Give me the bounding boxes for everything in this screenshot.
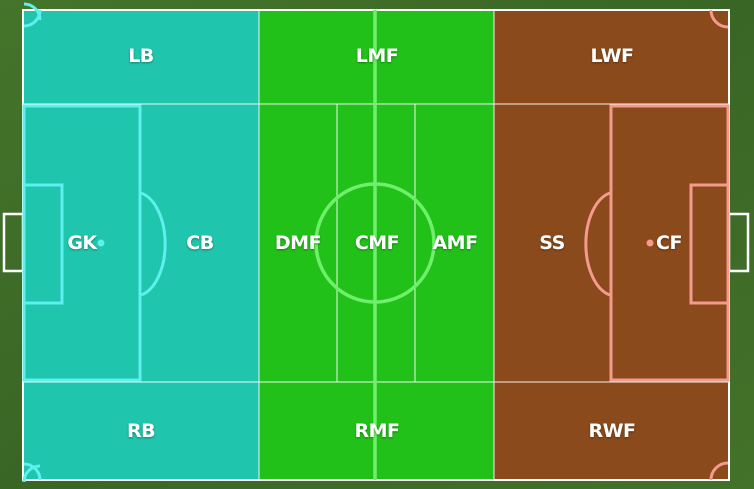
midfield-markings [314,10,436,480]
position-rmf[interactable]: RMF [354,420,400,442]
position-lmf[interactable]: LMF [355,45,399,67]
position-dmf[interactable]: DMF [274,232,322,254]
defense-corner-arcs [23,9,42,481]
position-cb[interactable]: CB [186,232,214,254]
position-gk[interactable]: GK [67,232,97,254]
position-cf[interactable]: CF [656,232,682,254]
position-amf[interactable]: AMF [432,232,478,254]
position-cmf[interactable]: CMF [354,232,400,254]
position-ss[interactable]: SS [539,232,565,254]
position-rwf[interactable]: RWF [588,420,636,442]
left-penalty-spot [97,239,105,247]
position-lwf[interactable]: LWF [590,45,634,67]
attack-markings [584,9,730,481]
defense-markings [22,2,167,483]
right-penalty-spot [646,239,654,247]
position-rb[interactable]: RB [126,420,156,442]
position-lb[interactable]: LB [128,45,154,67]
